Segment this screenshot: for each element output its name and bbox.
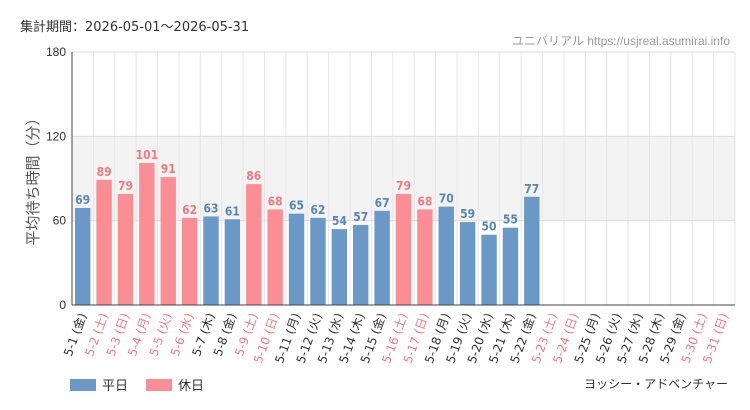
legend-item-weekday: 平日 <box>70 375 128 394</box>
bar <box>459 222 476 305</box>
bar <box>310 217 326 305</box>
data-label: 62 <box>310 203 325 217</box>
bar <box>481 234 497 305</box>
legend-label-holiday: 休日 <box>178 379 205 394</box>
bar <box>438 206 454 305</box>
y-tick-label: 60 <box>53 214 67 228</box>
data-label: 63 <box>204 201 219 215</box>
bar <box>203 216 219 305</box>
bar <box>524 196 540 305</box>
data-label: 77 <box>524 182 539 196</box>
bar <box>267 209 283 305</box>
y-tick-label: 120 <box>46 129 66 143</box>
data-label: 67 <box>375 196 390 210</box>
period-label: 集計期間：2026-05-01〜2026-05-31 <box>20 20 250 35</box>
bar <box>374 210 390 305</box>
bar <box>117 193 134 305</box>
source-label: ユニバリアル https://usjreal.asumirai.info <box>512 34 730 48</box>
legend-swatch-holiday <box>146 378 173 391</box>
data-label: 79 <box>396 179 411 193</box>
bar <box>224 219 241 305</box>
data-label: 61 <box>225 204 240 218</box>
data-label: 68 <box>417 194 432 208</box>
bar <box>353 224 369 305</box>
bar <box>74 208 91 305</box>
bar <box>417 209 433 305</box>
data-label: 86 <box>246 169 261 183</box>
data-label: 55 <box>503 213 518 227</box>
data-label: 89 <box>97 165 112 179</box>
data-label: 62 <box>182 203 197 217</box>
data-label: 65 <box>289 199 304 213</box>
bar <box>288 213 305 305</box>
y-tick-label: 180 <box>46 45 66 59</box>
data-label: 91 <box>161 162 176 176</box>
bar <box>160 177 176 305</box>
bar <box>395 193 412 305</box>
data-label: 54 <box>332 214 348 228</box>
legend-swatch-weekday <box>70 378 96 391</box>
data-label: 57 <box>353 210 368 224</box>
bar <box>181 217 198 305</box>
data-label: 70 <box>439 192 454 206</box>
data-label: 50 <box>482 220 497 234</box>
bar <box>502 227 519 305</box>
bar <box>331 229 348 305</box>
y-tick-label: 0 <box>59 298 66 312</box>
bar <box>139 163 155 305</box>
bar <box>96 179 112 305</box>
data-label: 79 <box>118 179 133 193</box>
y-axis-label: 平均待ち時間（分） <box>24 110 42 245</box>
data-label: 59 <box>460 207 475 221</box>
legend-label-weekday: 平日 <box>102 379 129 394</box>
attraction-name: ヨッシー・アドベンチャー <box>584 377 728 391</box>
legend-item-holiday: 休日 <box>146 375 204 394</box>
data-label: 101 <box>136 148 159 162</box>
legend: 平日 休日 <box>70 375 204 394</box>
bar <box>246 184 262 305</box>
data-label: 68 <box>268 194 283 208</box>
data-label: 69 <box>75 193 90 207</box>
